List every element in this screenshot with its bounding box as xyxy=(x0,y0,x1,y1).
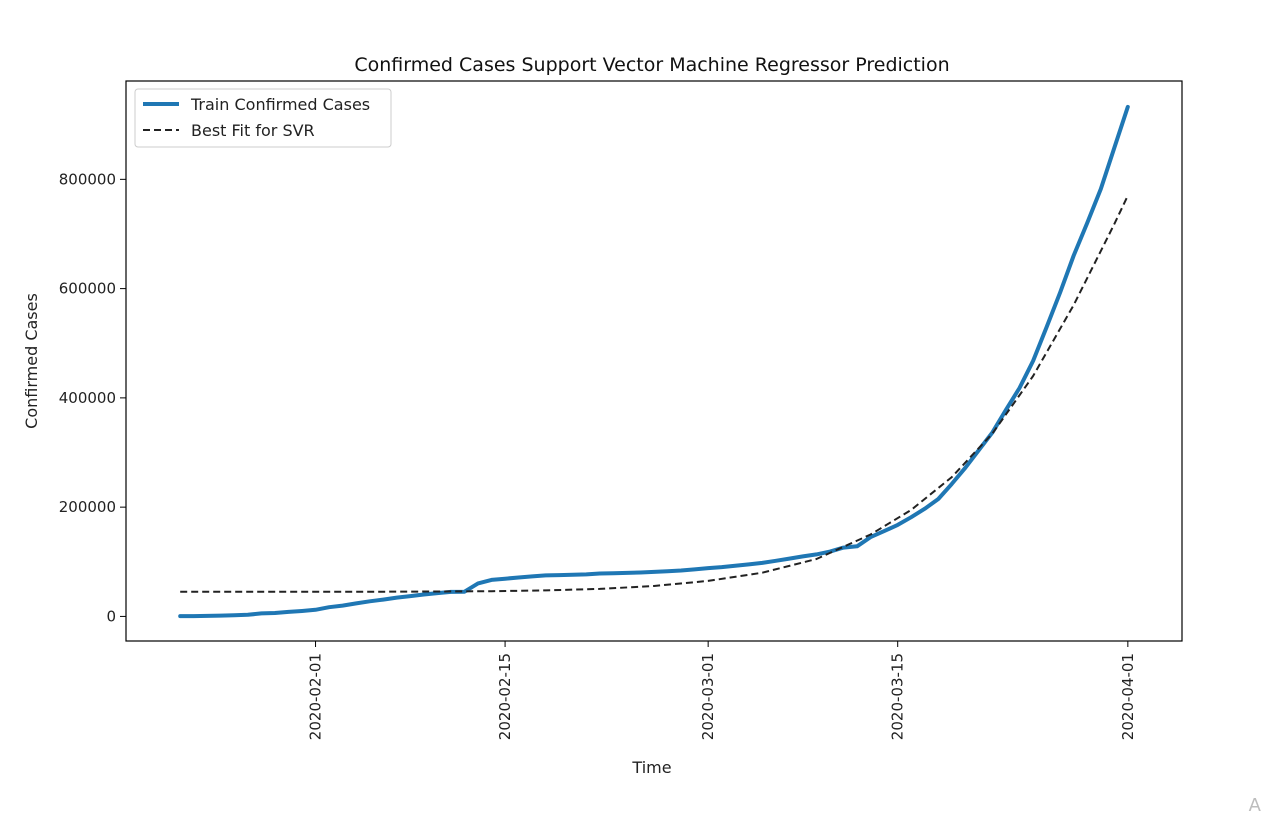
y-tick-label: 200000 xyxy=(59,498,116,516)
x-tick-label: 2020-04-01 xyxy=(1119,653,1137,740)
legend-label-svr: Best Fit for SVR xyxy=(191,121,315,140)
series-line-train-confirmed-cases xyxy=(178,104,1130,619)
x-tick-label: 2020-02-01 xyxy=(307,653,325,740)
y-tick-label: 0 xyxy=(106,607,116,625)
legend: Train Confirmed Cases Best Fit for SVR xyxy=(134,88,392,148)
y-axis-label: Confirmed Cases xyxy=(22,293,41,429)
axes-frame xyxy=(125,80,1183,642)
legend-label-train: Train Confirmed Cases xyxy=(190,95,370,114)
y-tick-label: 800000 xyxy=(59,170,116,188)
series-line-best-fit-svr xyxy=(180,195,1129,593)
chart-title: Confirmed Cases Support Vector Machine R… xyxy=(354,54,949,76)
x-axis: 2020-02-01 2020-02-15 2020-03-01 2020-03-15… xyxy=(307,641,1137,740)
corner-letter: A xyxy=(1248,795,1261,816)
x-tick-label: 2020-02-15 xyxy=(496,653,514,740)
y-tick-label: 600000 xyxy=(59,280,116,298)
x-tick-label: 2020-03-15 xyxy=(889,653,907,740)
legend-box xyxy=(134,88,392,148)
x-tick-label: 2020-03-01 xyxy=(699,653,717,740)
y-tick-label: 400000 xyxy=(59,389,116,407)
plot-area xyxy=(178,104,1130,619)
x-axis-label: Time xyxy=(631,758,671,777)
y-axis: 0 200000 400000 600000 800000 xyxy=(59,170,126,625)
